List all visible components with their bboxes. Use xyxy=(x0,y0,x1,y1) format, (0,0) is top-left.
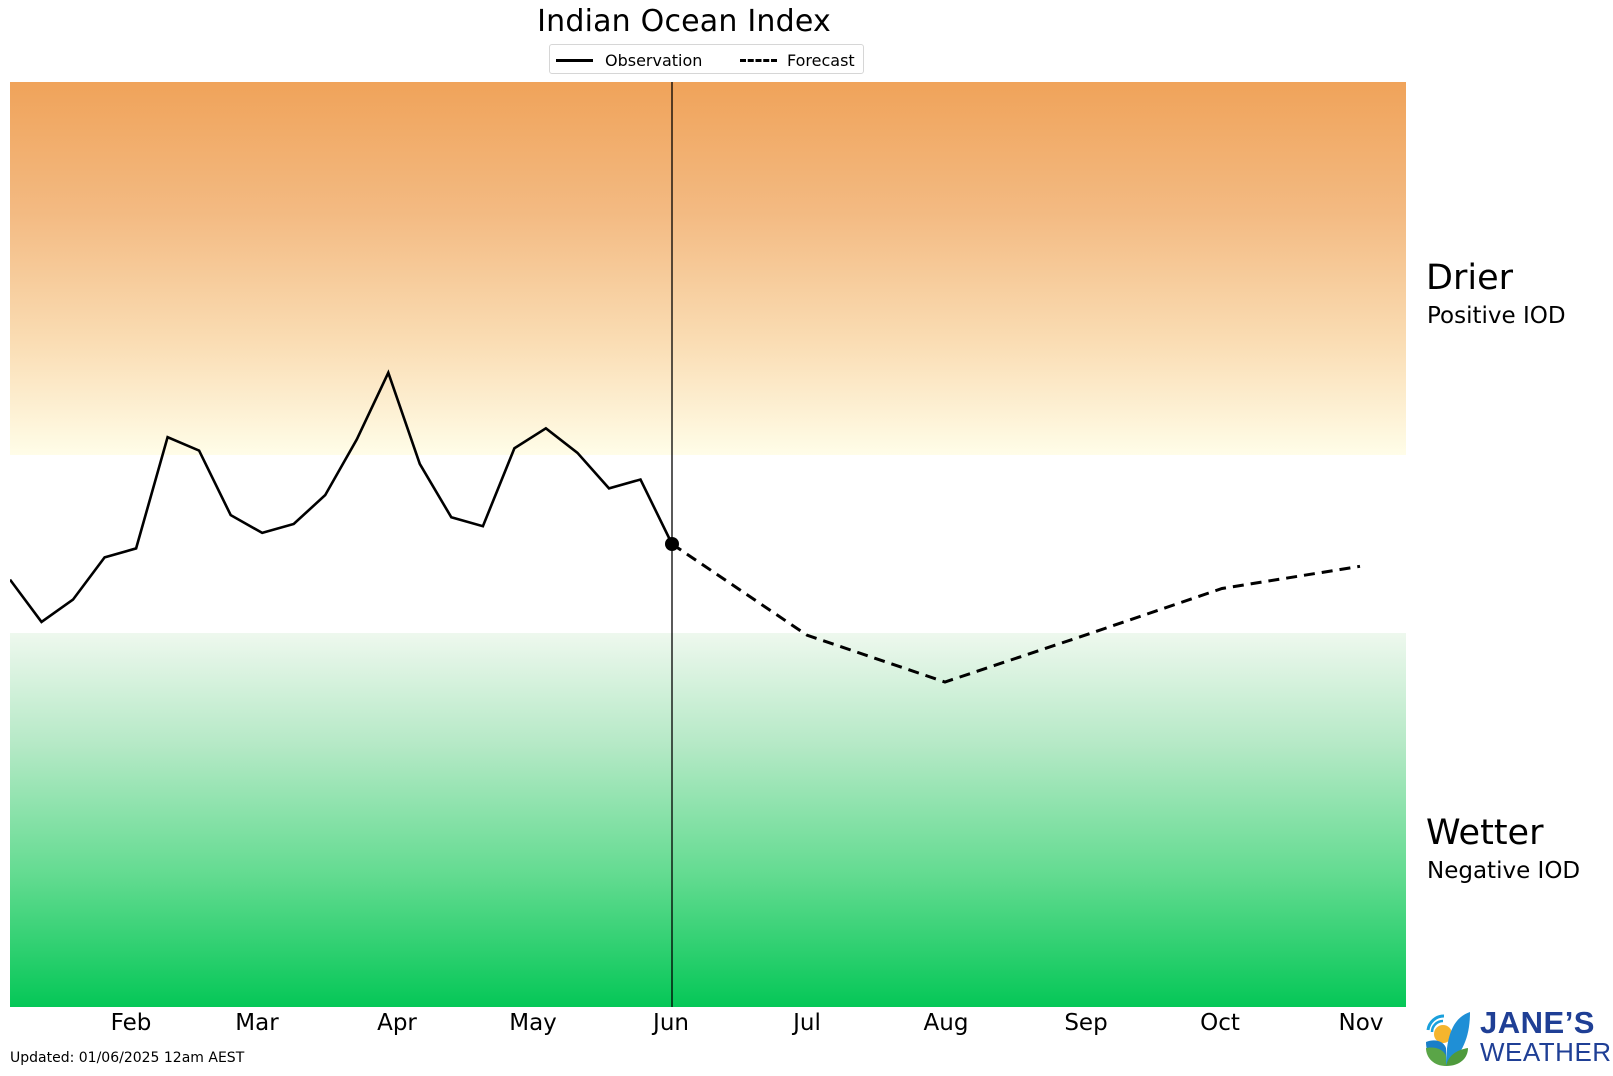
x-tick-label: Apr xyxy=(377,1010,417,1036)
legend-item-forecast: Forecast xyxy=(740,45,855,75)
x-tick-label: Mar xyxy=(235,1010,279,1036)
janes-weather-logo: JANE’S WEATHER xyxy=(1422,1006,1612,1068)
logo-text-weather: WEATHER xyxy=(1480,1037,1612,1067)
negative-iod-label: Negative IOD xyxy=(1427,858,1581,884)
negative-iod-band xyxy=(10,633,1406,1007)
x-tick-label: May xyxy=(509,1010,557,1036)
positive-iod-band xyxy=(10,82,1406,455)
chart-title: Indian Ocean Index xyxy=(537,4,831,39)
x-tick-label: Nov xyxy=(1338,1010,1384,1036)
chart-legend: Observation Forecast xyxy=(549,44,864,74)
leaf-sun-icon xyxy=(1426,1012,1470,1066)
wetter-label: Wetter xyxy=(1426,813,1544,853)
logo-text-janes: JANE’S xyxy=(1480,1005,1595,1040)
x-tick-label: Sep xyxy=(1064,1010,1108,1036)
legend-observation-label: Observation xyxy=(605,50,703,70)
x-tick-label: Oct xyxy=(1200,1010,1240,1036)
forecast-line xyxy=(671,542,1361,684)
observation-line xyxy=(10,369,674,624)
legend-forecast-label: Forecast xyxy=(787,50,855,70)
legend-item-observation: Observation xyxy=(556,45,702,75)
line-chart xyxy=(10,82,1406,1007)
updated-timestamp: Updated: 01/06/2025 12am AEST xyxy=(10,1050,245,1066)
dashed-line-icon xyxy=(740,58,777,62)
x-tick-label: Aug xyxy=(923,1010,969,1036)
plot-area xyxy=(10,82,1406,1007)
x-tick-label: Jun xyxy=(653,1010,689,1036)
positive-iod-label: Positive IOD xyxy=(1427,303,1566,329)
x-tick-label: Feb xyxy=(110,1010,152,1036)
current-value-marker xyxy=(665,537,679,551)
x-tick-label: Jul xyxy=(793,1010,821,1036)
drier-label: Drier xyxy=(1426,258,1513,298)
solid-line-icon xyxy=(556,58,593,62)
